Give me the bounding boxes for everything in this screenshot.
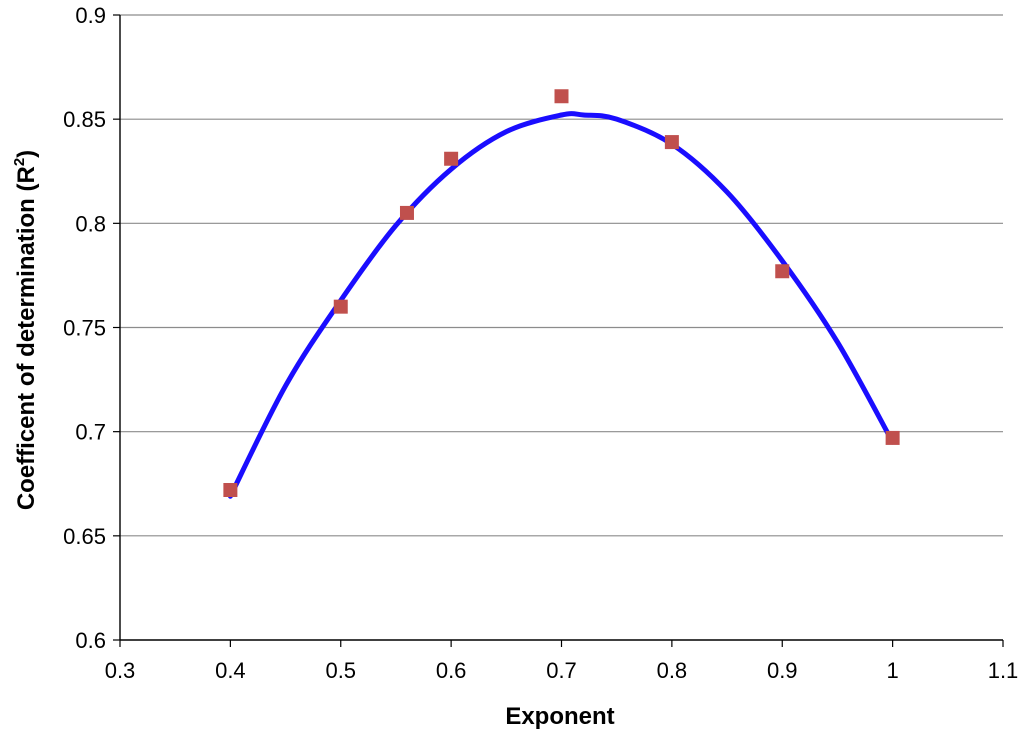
y-tick-label: 0.65: [63, 524, 106, 549]
data-markers: [223, 89, 900, 497]
y-tick-label: 0.7: [75, 420, 106, 445]
y-tick-label: 0.6: [75, 628, 106, 653]
y-axis-title-close: ): [13, 150, 40, 158]
tick-labels: 0.6 0.65 0.7 0.75 0.8 0.85 0.9 0.3 0.4 0.5 0.6 0.7 0…: [63, 3, 1018, 683]
x-tick-label: 0.7: [546, 658, 577, 683]
x-tick-label: 0.9: [767, 658, 798, 683]
y-tick-label: 0.85: [63, 107, 106, 132]
x-tick-label: 0.5: [325, 658, 356, 683]
x-tick-label: 0.4: [215, 658, 246, 683]
data-point-marker: [664, 135, 679, 150]
data-point-marker: [554, 89, 569, 104]
x-tick-label: 1.1: [988, 658, 1019, 683]
trendline-curve: [227, 111, 896, 499]
data-point-marker: [885, 430, 900, 445]
data-point-marker: [399, 205, 414, 220]
data-point-marker: [223, 483, 238, 497]
x-axis-title: Exponent: [505, 703, 614, 730]
x-tick-label: 0.3: [105, 658, 136, 683]
x-tick-label: 1: [887, 658, 899, 683]
x-tick-label: 0.8: [657, 658, 688, 683]
y-tick-label: 0.75: [63, 316, 106, 341]
y-axis-title-superscript: 2: [11, 158, 28, 166]
data-point-marker: [333, 299, 348, 314]
data-point-marker: [444, 151, 459, 166]
gridlines: [120, 14, 1003, 537]
data-point-marker: [775, 264, 790, 279]
y-axis-title-main: Coefficent of determination (R: [13, 166, 40, 510]
axes: [113, 14, 1004, 647]
y-tick-label: 0.9: [75, 3, 106, 28]
x-tick-label: 0.6: [436, 658, 467, 683]
y-axis-title: Coefficent of determination (R2): [11, 150, 40, 510]
y-tick-label: 0.8: [75, 211, 106, 236]
trendline-layer: [227, 111, 896, 499]
